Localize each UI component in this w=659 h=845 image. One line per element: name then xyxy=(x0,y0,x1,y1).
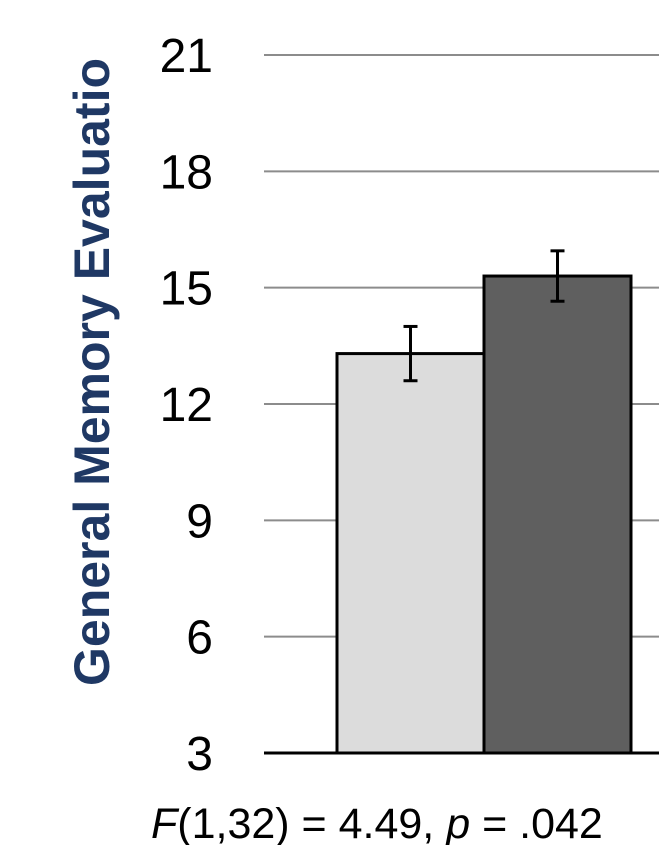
y-tick-label: 21 xyxy=(160,30,213,83)
error-bars xyxy=(403,249,565,383)
bar xyxy=(335,352,486,755)
y-tick-label: 3 xyxy=(186,728,213,781)
y-tick-labels: 3 6 9 12 15 18 21 xyxy=(160,30,213,781)
bars xyxy=(335,274,633,755)
stat-annotation: F(1,32) = 4.49, p = .042 xyxy=(151,800,603,845)
y-axis-title: General Memory Evaluatio xyxy=(64,58,120,686)
p-value: = .042 xyxy=(470,800,603,845)
y-tick-label: 12 xyxy=(160,379,213,432)
y-tick-label: 18 xyxy=(160,146,213,199)
f-symbol: F xyxy=(151,800,180,845)
y-tick-label: 9 xyxy=(186,495,213,548)
f-args: (1,32) = 4.49, xyxy=(177,800,446,845)
bar xyxy=(482,274,633,755)
y-tick-label: 15 xyxy=(160,263,213,316)
y-tick-label: 6 xyxy=(186,612,213,665)
p-symbol: p xyxy=(444,800,470,845)
